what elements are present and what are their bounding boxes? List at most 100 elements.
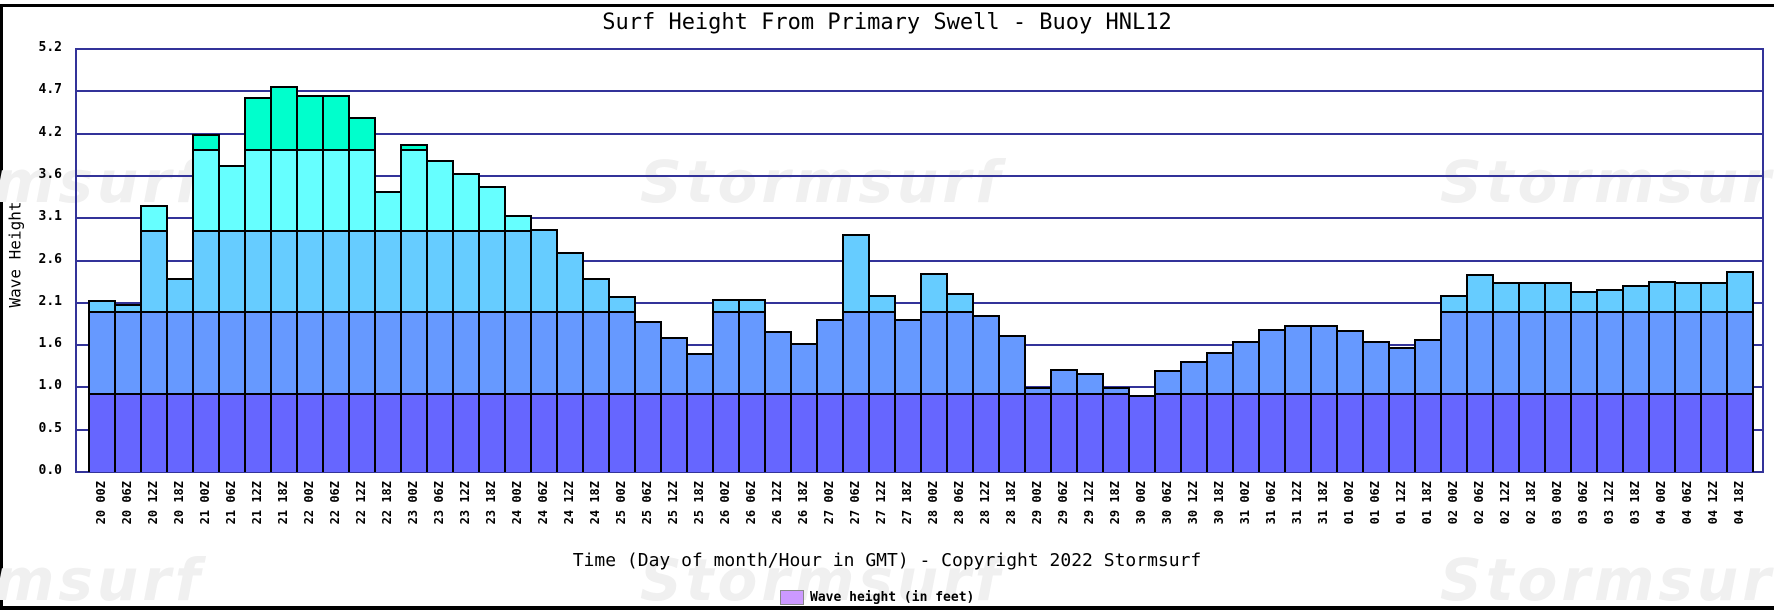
bar — [790, 343, 818, 472]
bar-segment — [142, 392, 166, 472]
bar-segment — [792, 345, 816, 393]
bar-segment — [194, 311, 218, 393]
bar-segment — [350, 311, 374, 393]
gridline — [75, 48, 1764, 50]
bar-segment — [480, 392, 504, 472]
bar-segment — [714, 392, 738, 472]
bar-segment — [662, 338, 686, 393]
bar-segment — [506, 392, 530, 472]
x-tick-label: 31 12Z — [1290, 481, 1304, 525]
bar-segment — [298, 392, 322, 472]
bar — [426, 160, 454, 472]
y-tick-label: 4.2 — [38, 124, 62, 140]
gridline — [75, 301, 1764, 304]
bar — [1596, 288, 1624, 472]
bar-segment — [506, 229, 530, 312]
bar-segment — [324, 148, 348, 230]
bar — [1674, 282, 1702, 472]
x-tick-label: 26 06Z — [744, 481, 758, 525]
bar-segment — [948, 295, 972, 312]
bar — [270, 86, 298, 472]
bar-segment — [402, 148, 426, 230]
x-tick-label: 22 00Z — [302, 481, 316, 525]
bar-segment — [324, 311, 348, 393]
watermark: Stormsurf — [1440, 148, 1774, 216]
bar-segment — [1000, 337, 1024, 393]
bar-segment — [870, 311, 894, 393]
bar-segment — [714, 311, 738, 393]
x-tick-label: 21 06Z — [224, 481, 238, 525]
gridline — [75, 90, 1764, 93]
bar-segment — [610, 298, 634, 312]
bar-segment — [922, 274, 946, 312]
bar — [530, 228, 558, 472]
bar — [1570, 291, 1598, 472]
bar-segment — [298, 148, 322, 230]
bar — [1362, 341, 1390, 472]
bar — [1102, 386, 1130, 472]
bar-segment — [558, 311, 582, 393]
bar-segment — [298, 97, 322, 149]
x-tick-label: 30 00Z — [1134, 481, 1148, 525]
x-tick-label: 31 00Z — [1238, 481, 1252, 525]
bar-segment — [298, 229, 322, 312]
bar — [1232, 341, 1260, 472]
bar-segment — [1468, 276, 1492, 312]
x-tick-label: 04 12Z — [1706, 481, 1720, 525]
bar-segment — [246, 148, 270, 230]
bar — [1622, 284, 1650, 472]
x-tick-label: 25 06Z — [640, 481, 654, 525]
bar-segment — [1130, 396, 1154, 472]
bar — [608, 296, 636, 472]
bar-segment — [116, 392, 140, 472]
bar — [192, 133, 220, 472]
bar — [374, 191, 402, 472]
bar-segment — [766, 392, 790, 472]
bar — [400, 144, 428, 472]
bar-segment — [948, 311, 972, 393]
x-tick-label: 23 12Z — [458, 481, 472, 525]
y-tick-label: 0.5 — [38, 420, 62, 436]
bar-segment — [480, 188, 504, 230]
bar-segment — [1468, 311, 1492, 393]
x-tick-label: 26 18Z — [796, 481, 810, 525]
bar-segment — [584, 279, 608, 312]
bar-segment — [1286, 392, 1310, 472]
x-tick-label: 27 18Z — [900, 481, 914, 525]
y-tick-label: 2.6 — [38, 251, 62, 267]
x-tick-label: 26 00Z — [718, 481, 732, 525]
bar-segment — [532, 230, 556, 312]
bar-segment — [870, 392, 894, 472]
x-tick-label: 28 00Z — [926, 481, 940, 525]
x-tick-label: 28 12Z — [978, 481, 992, 525]
bar-segment — [1364, 343, 1388, 393]
bar — [1414, 339, 1442, 472]
bar — [1700, 282, 1728, 472]
x-tick-label: 23 00Z — [406, 481, 420, 525]
bar-segment — [818, 321, 842, 393]
bar-segment — [1624, 286, 1648, 312]
bar — [166, 277, 194, 472]
x-tick-label: 01 12Z — [1394, 481, 1408, 525]
bar-segment — [1520, 311, 1544, 393]
bar-segment — [1078, 392, 1102, 472]
legend-swatch — [780, 590, 804, 605]
bar — [1284, 324, 1312, 472]
bar-segment — [116, 311, 140, 393]
bar — [1128, 394, 1156, 472]
x-tick-label: 29 00Z — [1030, 481, 1044, 525]
x-tick-label: 02 12Z — [1498, 481, 1512, 525]
x-tick-label: 20 00Z — [94, 481, 108, 525]
bar-segment — [844, 235, 868, 312]
x-tick-label: 29 12Z — [1082, 481, 1096, 525]
bar — [1336, 329, 1364, 472]
bar-segment — [896, 392, 920, 472]
bar — [140, 205, 168, 472]
bar-segment — [402, 229, 426, 312]
bar-segment — [1442, 392, 1466, 472]
x-tick-label: 31 06Z — [1264, 481, 1278, 525]
bar-segment — [246, 229, 270, 312]
bar — [998, 335, 1026, 472]
bar-segment — [1468, 392, 1492, 472]
y-axis-label: Wave Height — [5, 201, 25, 308]
